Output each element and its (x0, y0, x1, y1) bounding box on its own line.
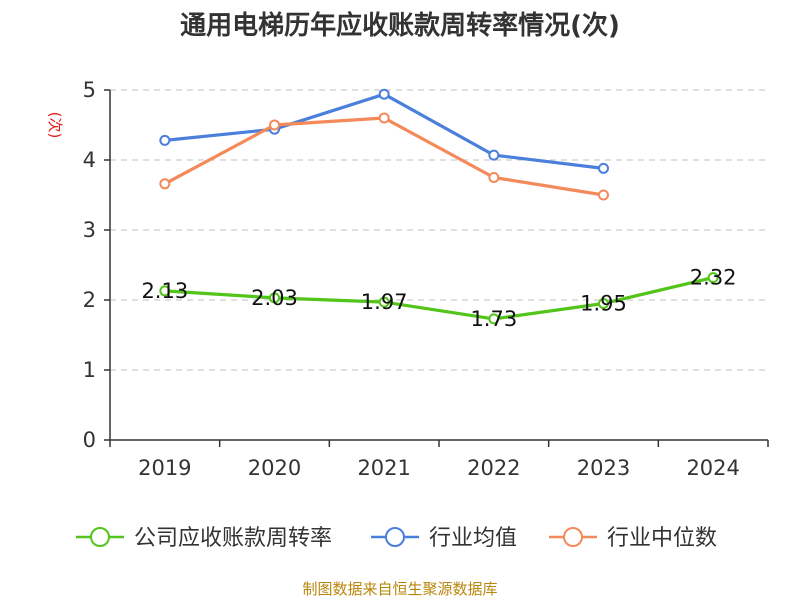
legend-marker-icon (90, 527, 110, 547)
y-tick-label: 3 (83, 218, 96, 242)
data-point-1-2019[interactable] (159, 134, 171, 146)
data-label-2023: 1.95 (580, 292, 627, 316)
x-tick-label: 2019 (138, 456, 191, 480)
data-point-2-2023[interactable] (598, 189, 609, 201)
data-point-2-2019[interactable] (159, 178, 171, 190)
data-point-0-2021[interactable] (378, 296, 390, 308)
legend-item-0[interactable]: 公司应收账款周转率 (76, 526, 332, 551)
data-point-1-2021[interactable] (378, 88, 390, 100)
series-line-1 (164, 92, 604, 170)
data-point-2-2022[interactable] (488, 172, 500, 183)
x-tick-label: 2020 (248, 456, 301, 480)
data-point-0-2020[interactable] (269, 292, 280, 304)
data-label-2022: 1.73 (470, 307, 517, 331)
data-point-1-2022[interactable] (488, 149, 500, 161)
legend-label: 行业均值 (429, 526, 517, 551)
legend-marker-icon (385, 527, 405, 547)
legend-item-1[interactable]: 行业均值 (371, 526, 517, 551)
source-note: 制图数据来自恒生聚源数据库 (302, 580, 497, 598)
data-label-2024: 2.32 (690, 266, 737, 290)
data-point-2-2020[interactable] (269, 119, 280, 131)
series-line-0 (164, 276, 714, 321)
axes: 0 1 2 3 4 5 2019 2020 2021 2022 2023 2024 (83, 78, 769, 480)
data-label-2019: 2.13 (141, 279, 188, 303)
data-point-0-2019[interactable] (159, 285, 171, 297)
data-labels: 2.13 2.03 1.97 1.73 1.95 2.32 (141, 266, 736, 331)
x-tick-label: 2021 (357, 456, 410, 480)
chart-title: 通用电梯历年应收账款周转率情况(次) (180, 10, 620, 41)
y-axis-label: (次) (46, 112, 64, 139)
y-tick-label: 2 (83, 288, 96, 312)
legend-label: 公司应收账款周转率 (134, 526, 332, 551)
series-layer (159, 88, 719, 325)
y-tick-label: 0 (83, 428, 96, 452)
y-tick-label: 5 (83, 78, 96, 102)
legend[interactable]: 公司应收账款周转率 行业均值 行业中位数 (76, 526, 717, 551)
data-point-1-2023[interactable] (598, 162, 609, 174)
x-tick-label: 2023 (577, 456, 630, 480)
data-point-0-2022[interactable] (488, 313, 500, 325)
grid-lines (110, 89, 768, 371)
data-label-2021: 1.97 (361, 290, 408, 314)
data-point-0-2023[interactable] (598, 298, 609, 309)
data-point-2-2021[interactable] (378, 112, 390, 124)
x-tick-label: 2022 (467, 456, 520, 480)
y-tick-label: 4 (83, 148, 96, 172)
legend-label: 行业中位数 (607, 526, 717, 551)
legend-item-2[interactable]: 行业中位数 (549, 526, 717, 551)
data-label-2020: 2.03 (251, 286, 298, 310)
x-tick-label: 2024 (686, 456, 739, 480)
y-tick-label: 1 (83, 358, 96, 382)
data-point-0-2024[interactable] (707, 272, 719, 284)
series-line-2 (164, 116, 604, 197)
legend-marker-icon (563, 527, 583, 547)
